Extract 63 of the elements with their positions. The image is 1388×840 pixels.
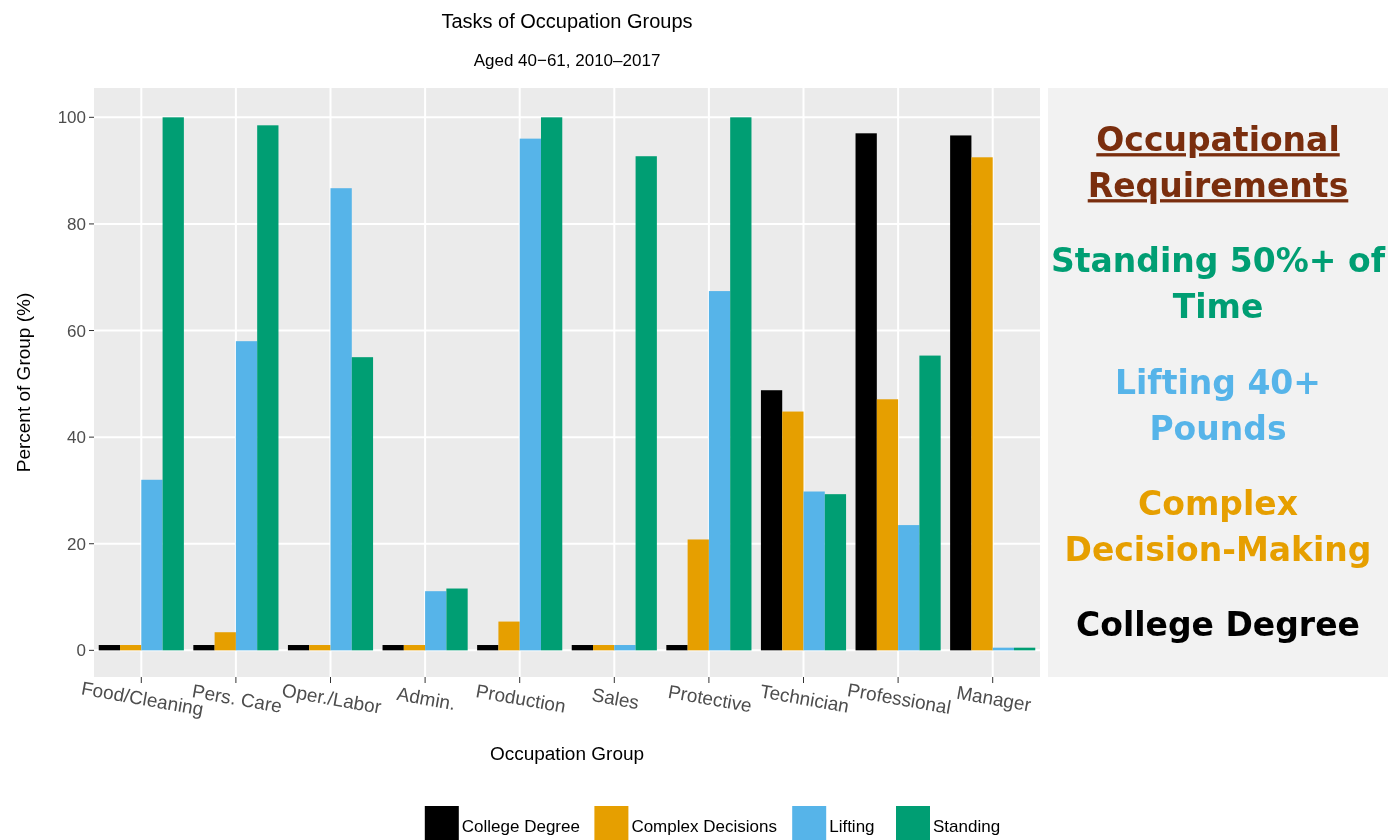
bar <box>919 355 941 651</box>
x-tick-label: Admin. <box>395 683 458 715</box>
x-axis-title: Occupation Group <box>489 743 645 764</box>
bar <box>141 479 163 651</box>
y-tick-label: 0 <box>76 641 86 661</box>
x-tick-label: Manager <box>955 681 1034 716</box>
text: Complex Decision-Making <box>1064 483 1372 569</box>
bar <box>446 588 468 651</box>
bar <box>214 632 236 651</box>
legend-label: Standing <box>933 817 1001 836</box>
x-tick-label: Sales <box>590 684 641 714</box>
y-tick-label: 80 <box>67 214 86 234</box>
bar <box>287 645 310 651</box>
bar <box>782 411 804 651</box>
bar <box>898 525 920 651</box>
y-axis-title: Percent of Group (%) <box>13 292 34 473</box>
bar <box>687 539 709 651</box>
x-tick-label: Production <box>474 680 568 717</box>
y-tick-label: 60 <box>67 321 86 341</box>
bar <box>309 645 331 651</box>
bar <box>876 399 899 651</box>
x-tick-label: Oper./Labor <box>280 679 384 718</box>
x-tick-label: Protective <box>666 680 754 717</box>
text: College Degree <box>1076 604 1360 644</box>
y-tick-label: 20 <box>67 534 86 554</box>
bar <box>571 645 594 651</box>
bar <box>666 645 688 651</box>
bar <box>950 135 972 651</box>
bar <box>498 621 520 651</box>
bar <box>803 491 825 651</box>
text: Occupational Requirements <box>1087 120 1349 206</box>
text: Standing 50%+ of Time <box>1051 241 1386 327</box>
bar <box>98 645 121 651</box>
bar <box>330 188 352 651</box>
bar <box>162 117 184 651</box>
text: Lifting 40+ Pounds <box>1115 362 1321 448</box>
y-tick-label: 40 <box>67 428 86 448</box>
bar <box>593 645 615 651</box>
bar <box>519 138 541 651</box>
bar <box>708 291 731 651</box>
bar <box>477 645 499 651</box>
bar <box>351 357 374 651</box>
bar <box>425 591 447 651</box>
bar <box>635 156 657 651</box>
bar <box>257 125 279 651</box>
bar <box>971 157 993 651</box>
bar <box>760 390 783 651</box>
legend-label: Lifting <box>829 817 875 836</box>
bar <box>855 133 877 651</box>
bar <box>614 645 636 651</box>
y-tick-label: 100 <box>57 108 86 128</box>
bar <box>382 645 404 651</box>
bar <box>120 645 142 651</box>
legend-label: College Degree <box>461 817 580 836</box>
legend-label: Complex Decisions <box>631 817 777 836</box>
bar <box>730 117 752 651</box>
chart-subtitle: Aged 40−61, 2010–2017 <box>473 51 661 70</box>
bar <box>193 645 215 651</box>
bar <box>824 494 847 651</box>
bar <box>235 341 258 651</box>
bar <box>540 117 563 651</box>
bar <box>403 645 426 651</box>
chart-title: Tasks of Occupation Groups <box>441 10 693 32</box>
